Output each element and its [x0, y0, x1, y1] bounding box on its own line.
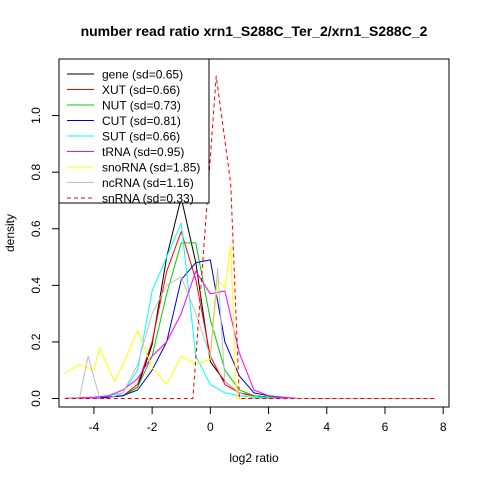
y-tick-label: 0.2: [29, 333, 43, 350]
series-line: [64, 222, 435, 399]
x-tick-label: 2: [265, 420, 272, 434]
legend-box: [58, 58, 210, 204]
series-line: [64, 270, 435, 399]
x-tick-label: 0: [207, 420, 214, 434]
x-tick-label: 8: [440, 420, 447, 434]
y-tick-label: 0.8: [29, 164, 43, 181]
legend-label: CUT (sd=0.81): [102, 114, 181, 128]
legend-label: tRNA (sd=0.95): [102, 145, 184, 159]
chart-title: number read ratio xrn1_S288C_Ter_2/xrn1_…: [81, 23, 428, 39]
series-line: [64, 242, 435, 399]
legend-label: gene (sd=0.65): [102, 68, 183, 82]
y-axis: 0.0 0.2 0.4 0.6 0.8 1.0: [29, 107, 60, 407]
legend: gene (sd=0.65)XUT (sd=0.66) NUT (sd=0.73)…: [58, 58, 210, 206]
x-axis-label: log2 ratio: [229, 451, 279, 465]
legend-label: snRNA (sd=0.33): [102, 192, 194, 206]
series-layer: [64, 75, 435, 399]
y-tick-label: 0.4: [29, 277, 43, 294]
legend-label: NUT (sd=0.73): [102, 99, 181, 113]
series-line: [64, 245, 435, 399]
y-tick-label: 1.0: [29, 107, 43, 124]
x-tick-label: -2: [147, 420, 158, 434]
x-tick-label: -4: [89, 420, 100, 434]
x-tick-label: 4: [323, 420, 330, 434]
legend-label: snoRNA (sd=1.85): [102, 161, 200, 175]
x-tick-label: 6: [382, 420, 389, 434]
y-tick-label: 0.6: [29, 220, 43, 237]
legend-label: SUT (sd=0.66): [102, 130, 180, 144]
legend-label: ncRNA (sd=1.16): [102, 176, 194, 190]
x-axis: -4 -2 0 2 4 6 8: [89, 406, 447, 434]
series-line: [64, 267, 435, 399]
series-line: [64, 75, 435, 399]
y-axis-label: density: [3, 214, 17, 252]
series-line: [64, 197, 435, 399]
y-tick-label: 0.0: [29, 390, 43, 407]
series-line: [64, 231, 435, 399]
legend-label: XUT (sd=0.66): [102, 83, 180, 97]
